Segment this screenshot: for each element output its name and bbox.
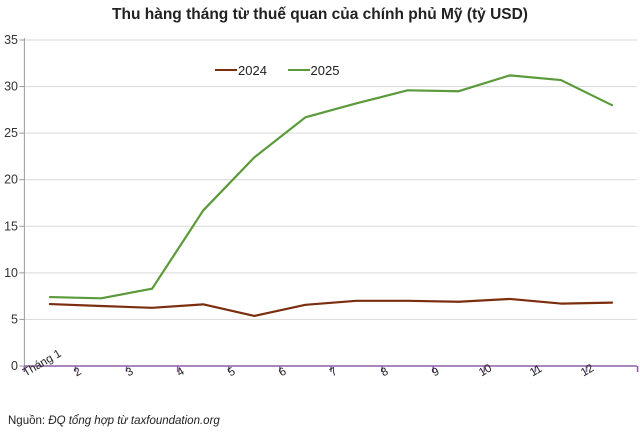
svg-text:30: 30 [4,80,18,94]
svg-text:35: 35 [4,33,18,47]
svg-text:25: 25 [4,126,18,140]
svg-text:20: 20 [4,173,18,187]
svg-text:10: 10 [4,266,18,280]
svg-text:0: 0 [11,359,18,373]
svg-text:5: 5 [11,312,18,326]
svg-text:15: 15 [4,219,18,233]
